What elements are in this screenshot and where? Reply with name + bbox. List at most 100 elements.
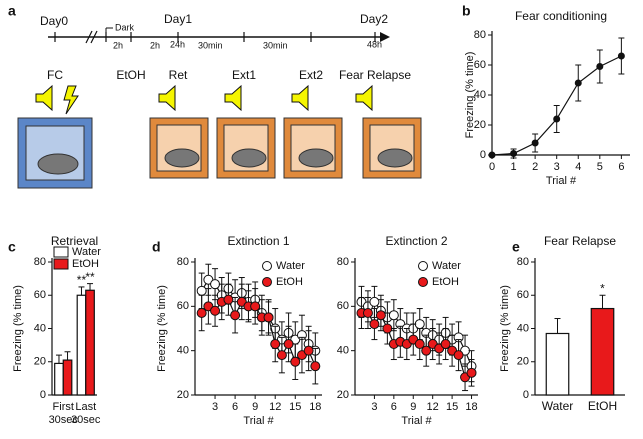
interval-label: 30min	[263, 40, 288, 50]
chart-title: Fear Relapse	[544, 234, 616, 248]
y-tick-label: 40	[474, 89, 486, 101]
y-tick-label: 80	[337, 256, 349, 268]
marker	[596, 63, 604, 70]
x-tick-label: 1	[511, 161, 517, 173]
y-tick-label: 20	[517, 356, 529, 368]
day-label: Day2	[360, 12, 388, 26]
y-tick-label: 60	[337, 300, 349, 312]
speakers	[35, 84, 373, 112]
y-tick-label: 20	[177, 389, 189, 401]
legend-label: EtOH	[276, 276, 303, 288]
break	[85, 30, 93, 44]
y-tick-label: 0	[480, 149, 486, 161]
y-tick-label: 60	[474, 59, 486, 71]
x-tick-label: 15	[446, 401, 458, 413]
marker	[303, 345, 314, 356]
annotation: **	[77, 273, 87, 287]
marker	[263, 312, 274, 323]
marker	[196, 307, 207, 318]
legend-label: Water	[72, 246, 101, 258]
x-tick-label: 0	[489, 161, 495, 173]
y-tick-label: 0	[40, 389, 46, 401]
interval-label: 48h	[367, 39, 382, 49]
x-tick-label: 9	[410, 401, 416, 413]
stage-label: EtOH	[116, 68, 145, 82]
legend-marker	[262, 261, 272, 271]
panel-letter: c	[8, 239, 16, 255]
marker	[290, 356, 301, 367]
y-tick-label: 20	[474, 119, 486, 131]
marker	[283, 339, 294, 350]
stage-label: Ext2	[299, 68, 323, 82]
legend-marker	[262, 277, 272, 287]
x-tick-label: EtOH	[588, 399, 617, 413]
x-tick-label: 6	[232, 401, 238, 413]
marker	[466, 367, 477, 378]
marker	[196, 285, 207, 296]
x-tick-label: 5	[597, 161, 603, 173]
x-axis-label: Trial #	[546, 175, 577, 187]
legend-label: Water	[432, 260, 461, 272]
day-label: Day0	[40, 14, 68, 28]
interval-label: 2h	[150, 40, 160, 50]
y-tick-label: 40	[177, 345, 189, 357]
y-tick-label: 40	[337, 345, 349, 357]
y-tick-label: 20	[34, 356, 46, 368]
legend-swatch	[53, 246, 69, 258]
panel-letter: a	[8, 3, 16, 19]
marker	[270, 339, 281, 350]
legend-marker	[418, 277, 428, 287]
y-tick-label: 60	[34, 289, 46, 301]
chart-title: Extinction 2	[385, 234, 447, 248]
bar	[76, 294, 87, 396]
panel-letter: b	[462, 3, 471, 19]
marker	[276, 350, 287, 361]
shock-icon	[63, 85, 79, 115]
x-tick-label: 4	[575, 161, 581, 173]
legend-label: EtOH	[72, 258, 99, 270]
marker	[210, 305, 221, 316]
diagram: a Day0 Dark Day1 24h 2h 2h 30min 30min D…	[8, 3, 422, 189]
marker	[375, 310, 386, 321]
x-tick-label: 3	[371, 401, 377, 413]
interval-label: 2h	[113, 40, 123, 50]
chambers	[17, 117, 422, 189]
rats	[37, 148, 413, 175]
marker	[453, 350, 464, 361]
stage-labels: FC EtOH Ret Ext1 Ext2 Fear Relapse	[47, 68, 411, 82]
x-tick-label: 12	[269, 401, 281, 413]
bar	[62, 359, 73, 396]
break	[90, 30, 98, 44]
y-tick-label: 80	[517, 256, 529, 268]
y-axis-label: Freezing (% time)	[499, 285, 511, 372]
x-tick-label: 6	[618, 161, 624, 173]
marker	[488, 151, 496, 159]
marker	[531, 139, 539, 147]
x-tick-label: 12	[427, 401, 439, 413]
marker	[510, 150, 518, 157]
timeline-arrow	[380, 32, 390, 42]
x-tick-label: 6	[391, 401, 397, 413]
legend-marker	[418, 261, 428, 271]
marker	[617, 52, 625, 60]
y-axis-label: Freezing (% time)	[12, 285, 24, 372]
x-tick-label: 18	[309, 401, 321, 413]
y-tick-label: 60	[177, 300, 189, 312]
marker	[230, 310, 241, 321]
y-tick-label: 80	[474, 29, 486, 41]
x-axis-label: Trial #	[401, 415, 432, 427]
marker	[223, 294, 234, 305]
legend-label: Water	[276, 260, 305, 272]
marker	[210, 279, 221, 290]
marker	[414, 339, 425, 350]
x-tick-label: Water	[542, 399, 574, 413]
y-axis-label: Freezing (% time)	[464, 52, 476, 139]
bar	[590, 307, 615, 396]
x-tick-label: First	[53, 401, 74, 413]
interval-label: 24h	[170, 39, 185, 49]
x-tick-label: Last	[75, 401, 96, 413]
stage-label: Ret	[169, 68, 188, 82]
stage-label: Fear Relapse	[339, 68, 411, 82]
x-tick-label: 3	[554, 161, 560, 173]
